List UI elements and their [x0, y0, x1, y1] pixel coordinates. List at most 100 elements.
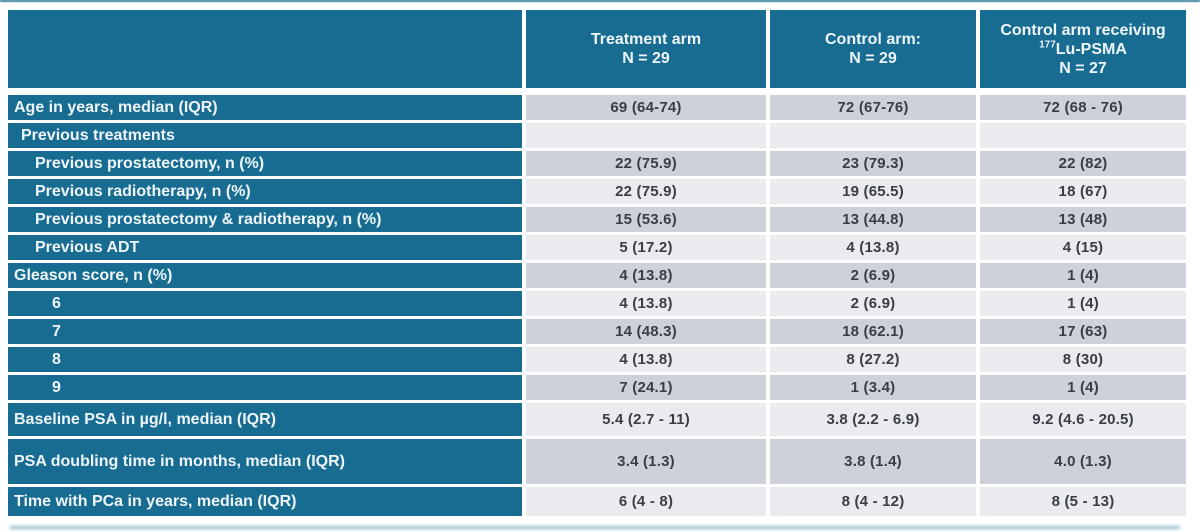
table-row: 6 4 (13.8) 2 (6.9) 1 (4): [8, 291, 1188, 316]
row-label: Previous prostatectomy, n (%): [8, 151, 522, 176]
cell-value: 72 (67-76): [770, 95, 976, 120]
row-label: Previous ADT: [8, 235, 522, 260]
table-row: Previous prostatectomy & radiotherapy, n…: [8, 207, 1188, 232]
cell-value-text: 1 (4): [1067, 295, 1099, 312]
cell-value-text: 7 (24.1): [619, 379, 673, 396]
row-label-text: Time with PCa in years, median (IQR): [14, 492, 297, 510]
cell-value-text: 3.8 (2.2 - 6.9): [826, 411, 920, 428]
header-line: N = 27: [1059, 59, 1107, 78]
bottom-border-line: [10, 526, 1180, 529]
row-label: PSA doubling time in months, median (IQR…: [8, 439, 522, 484]
cell-value: 7 (24.1): [526, 375, 766, 400]
row-label: Previous treatments: [8, 123, 522, 148]
cell-value: [770, 123, 976, 148]
cell-value: 1 (4): [980, 291, 1186, 316]
cell-value-text: 1 (4): [1067, 267, 1099, 284]
cell-value: [980, 123, 1186, 148]
row-label-text: Age in years, median (IQR): [14, 98, 218, 116]
header-text: N = 29: [622, 50, 670, 67]
cell-value: 1 (3.4): [770, 375, 976, 400]
header-text: N = 27: [1059, 59, 1107, 77]
cell-value-text: 1 (3.4): [850, 379, 896, 396]
cell-value-text: 18 (62.1): [842, 323, 904, 340]
header-text: Treatment arm: [590, 31, 702, 48]
cell-value-text: 19 (65.5): [842, 183, 904, 200]
row-label-text: PSA doubling time in months, median (IQR…: [14, 452, 345, 470]
cell-value-text: 4 (13.8): [619, 295, 673, 312]
row-label: Age in years, median (IQR): [8, 95, 522, 120]
cell-value: 2 (6.9): [770, 263, 976, 288]
cell-value-text: 22 (75.9): [615, 183, 677, 200]
table-row: Previous ADT 5 (17.2) 4 (13.8) 4 (15): [8, 235, 1188, 260]
isotope-superscript: 177: [1039, 39, 1056, 51]
header-line: Treatment arm: [591, 30, 701, 49]
row-label-text: Previous ADT: [35, 238, 140, 256]
row-label: Baseline PSA in µg/l, median (IQR): [8, 403, 522, 436]
header-text: Control arm:: [825, 31, 921, 48]
cell-value: 8 (27.2): [770, 347, 976, 372]
cell-value: 4 (13.8): [526, 347, 766, 372]
cell-value: 1 (4): [980, 263, 1186, 288]
row-label: Gleason score, n (%): [8, 263, 522, 288]
cell-value-text: 8 (30): [1062, 351, 1104, 368]
cell-value: 4 (13.8): [526, 291, 766, 316]
table-row: Previous treatments: [8, 123, 1188, 148]
baseline-characteristics-table: Treatment arm N = 29 Control arm: N = 29 Con…: [8, 10, 1188, 519]
cell-value-text: 6 (4 - 8): [618, 493, 674, 510]
cell-value-text: 3.4 (1.3): [617, 453, 675, 470]
cell-value: 23 (79.3): [770, 151, 976, 176]
row-label-text: 8: [52, 350, 61, 368]
column-header-treatment-arm: Treatment arm N = 29: [526, 10, 766, 88]
row-label: 6: [8, 291, 522, 316]
cell-value-text: 14 (48.3): [615, 323, 677, 340]
row-label-text: 6: [52, 294, 61, 312]
row-label-text: Baseline PSA in µg/l, median (IQR): [14, 410, 277, 428]
row-label-text: Previous prostatectomy, n (%): [35, 154, 265, 172]
header-text: N = 29: [849, 50, 897, 67]
cell-value: 4 (13.8): [770, 235, 976, 260]
row-label-text: Previous radiotherapy, n (%): [35, 182, 251, 200]
table-row: 7 14 (48.3) 18 (62.1) 17 (63): [8, 319, 1188, 344]
cell-value: 18 (62.1): [770, 319, 976, 344]
cell-value: 18 (67): [980, 179, 1186, 204]
cell-value-text: 2 (6.9): [850, 295, 896, 312]
header-line: 177Lu-PSMA: [1039, 40, 1127, 59]
cell-value-text: 2 (6.9): [850, 267, 896, 284]
cell-value: 22 (82): [980, 151, 1186, 176]
row-label-text: Previous treatments: [21, 126, 175, 144]
table-header-row: Treatment arm N = 29 Control arm: N = 29 Con…: [8, 10, 1188, 88]
cell-value: 19 (65.5): [770, 179, 976, 204]
row-label: Time with PCa in years, median (IQR): [8, 487, 522, 516]
cell-value: 13 (44.8): [770, 207, 976, 232]
cell-value: 3.4 (1.3): [526, 439, 766, 484]
header-text: Lu-PSMA: [1055, 40, 1127, 58]
cell-value-text: 22 (75.9): [615, 155, 677, 172]
cell-value-text: 13 (44.8): [842, 211, 904, 228]
cell-value: 8 (5 - 13): [980, 487, 1186, 516]
row-label: 7: [8, 319, 522, 344]
cell-value-text: 17 (63): [1058, 323, 1108, 340]
cell-value-text: 15 (53.6): [615, 211, 677, 228]
table-row: PSA doubling time in months, median (IQR…: [8, 439, 1188, 484]
column-header-control-arm-lu-psma: Control arm receiving 177Lu-PSMA N = 27: [980, 10, 1186, 88]
cell-value-text: 4 (13.8): [619, 351, 673, 368]
row-label: 8: [8, 347, 522, 372]
cell-value-text: 3.8 (1.4): [844, 453, 902, 470]
cell-value: 13 (48): [980, 207, 1186, 232]
row-label: Previous prostatectomy & radiotherapy, n…: [8, 207, 522, 232]
cell-value-text: 5.4 (2.7 - 11): [602, 411, 690, 428]
cell-value: 1 (4): [980, 375, 1186, 400]
table-row: Age in years, median (IQR) 69 (64-74) 72 (…: [8, 95, 1188, 120]
cell-value-text: 72 (68 - 76): [1043, 99, 1123, 116]
table-row: 9 7 (24.1) 1 (3.4) 1 (4): [8, 375, 1188, 400]
table-row: 8 4 (13.8) 8 (27.2) 8 (30): [8, 347, 1188, 372]
cell-value: 14 (48.3): [526, 319, 766, 344]
cell-value-text: 23 (79.3): [842, 155, 904, 172]
cell-value-text: 18 (67): [1058, 183, 1108, 200]
cell-value: 4 (13.8): [526, 263, 766, 288]
cell-value: 8 (30): [980, 347, 1186, 372]
cell-value-text: 1 (4): [1067, 379, 1099, 396]
cell-value-text: 69 (64-74): [610, 99, 682, 116]
cell-value: 69 (64-74): [526, 95, 766, 120]
